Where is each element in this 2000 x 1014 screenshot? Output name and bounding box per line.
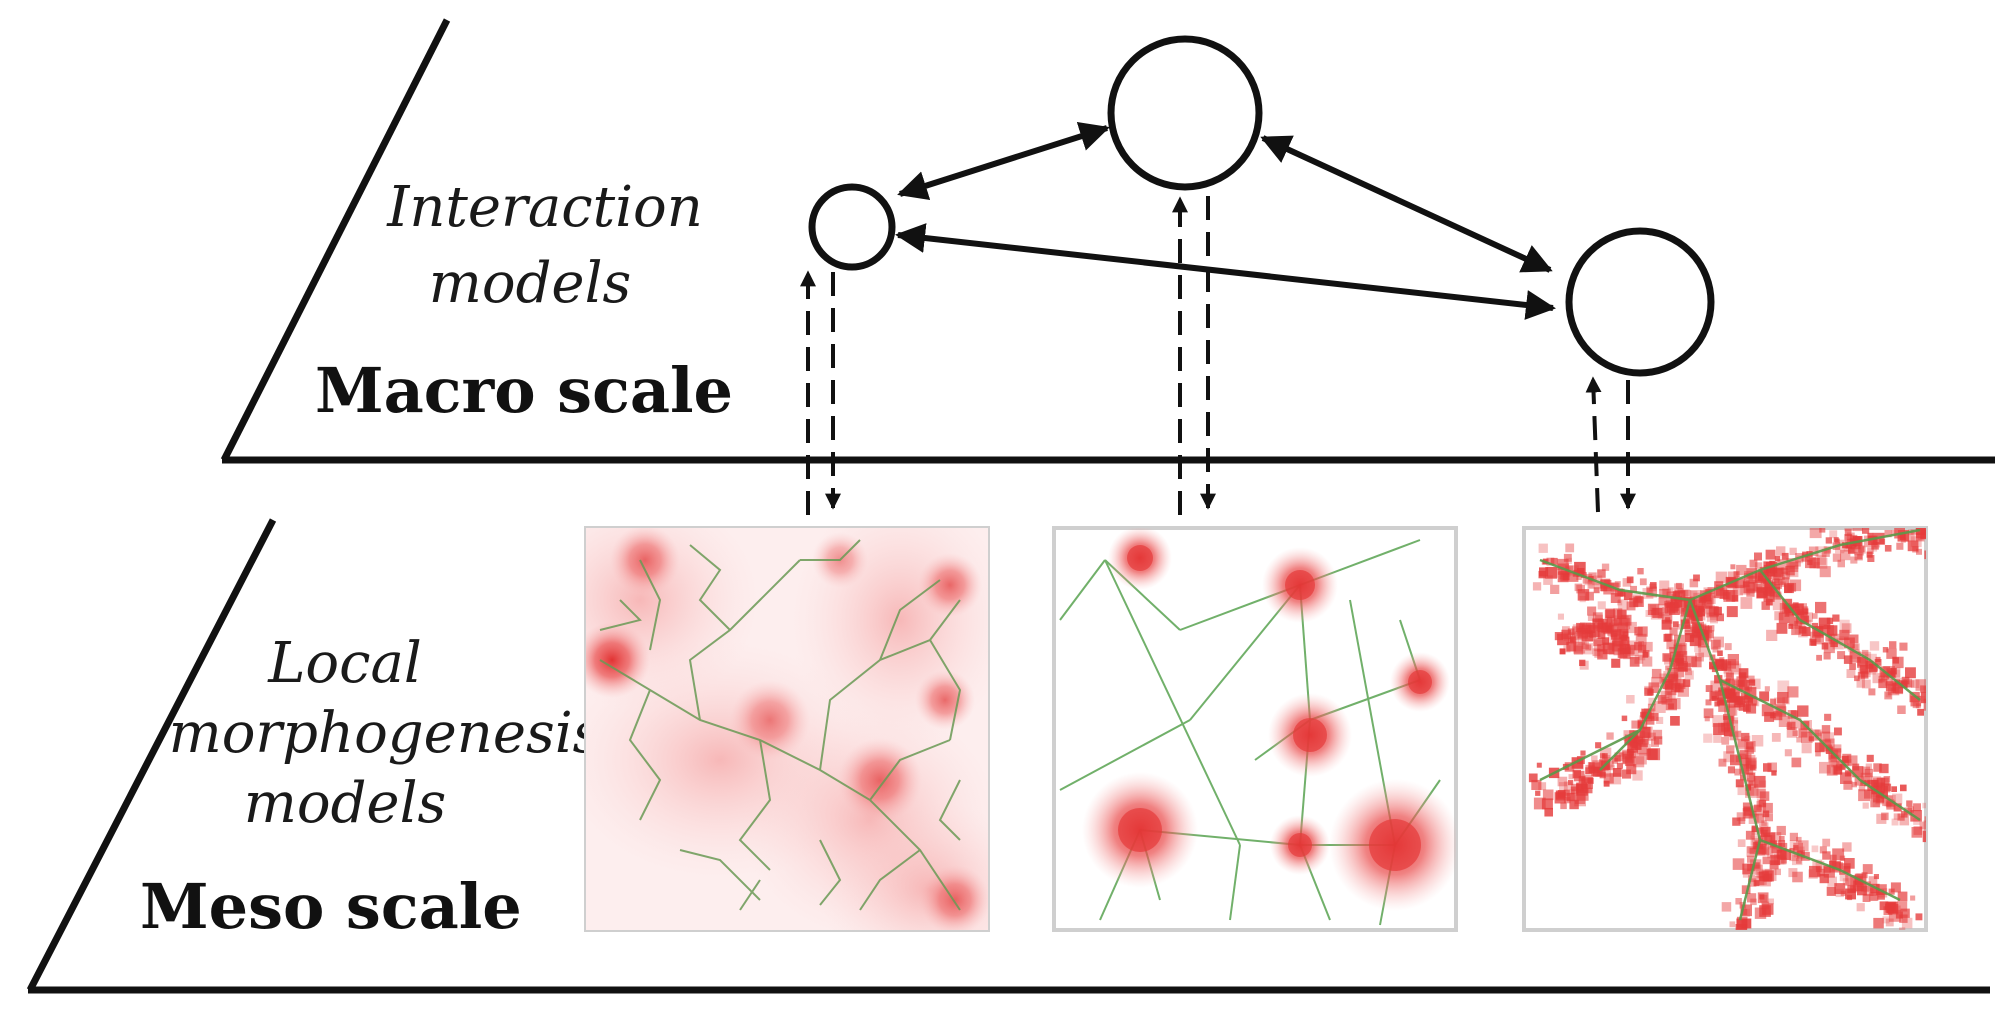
interaction-arrow-small-right (895, 223, 1556, 320)
meso-panel-1 (584, 526, 990, 932)
meso-panel-3 (1522, 526, 1928, 932)
local-models-line2: morphogenesis (169, 701, 602, 766)
macro-plane-slant-edge (220, 18, 451, 462)
macro-scale-label: Macro scale (315, 354, 733, 427)
meso-panel-2 (1052, 526, 1458, 932)
interaction-arrow-small-large (897, 121, 1110, 201)
macro-node-small (808, 183, 896, 271)
interaction-models-line2: models (429, 251, 631, 316)
macro-node-large (1107, 35, 1263, 191)
meso-plane-slant-edge (26, 518, 277, 992)
meso-scale-label: Meso scale (140, 870, 522, 943)
local-models-line3: models (244, 771, 446, 836)
local-models-line1: Local (267, 631, 422, 696)
interaction-models-line1: Interaction (386, 175, 703, 240)
macro-plane (220, 18, 1995, 464)
interaction-arrow-large-right (1260, 135, 1553, 273)
coupling-arrows (800, 196, 1636, 515)
macro-node-right (1565, 227, 1715, 377)
coupling-arrow-up-3 (1585, 376, 1602, 513)
meso-plane (26, 518, 1990, 994)
